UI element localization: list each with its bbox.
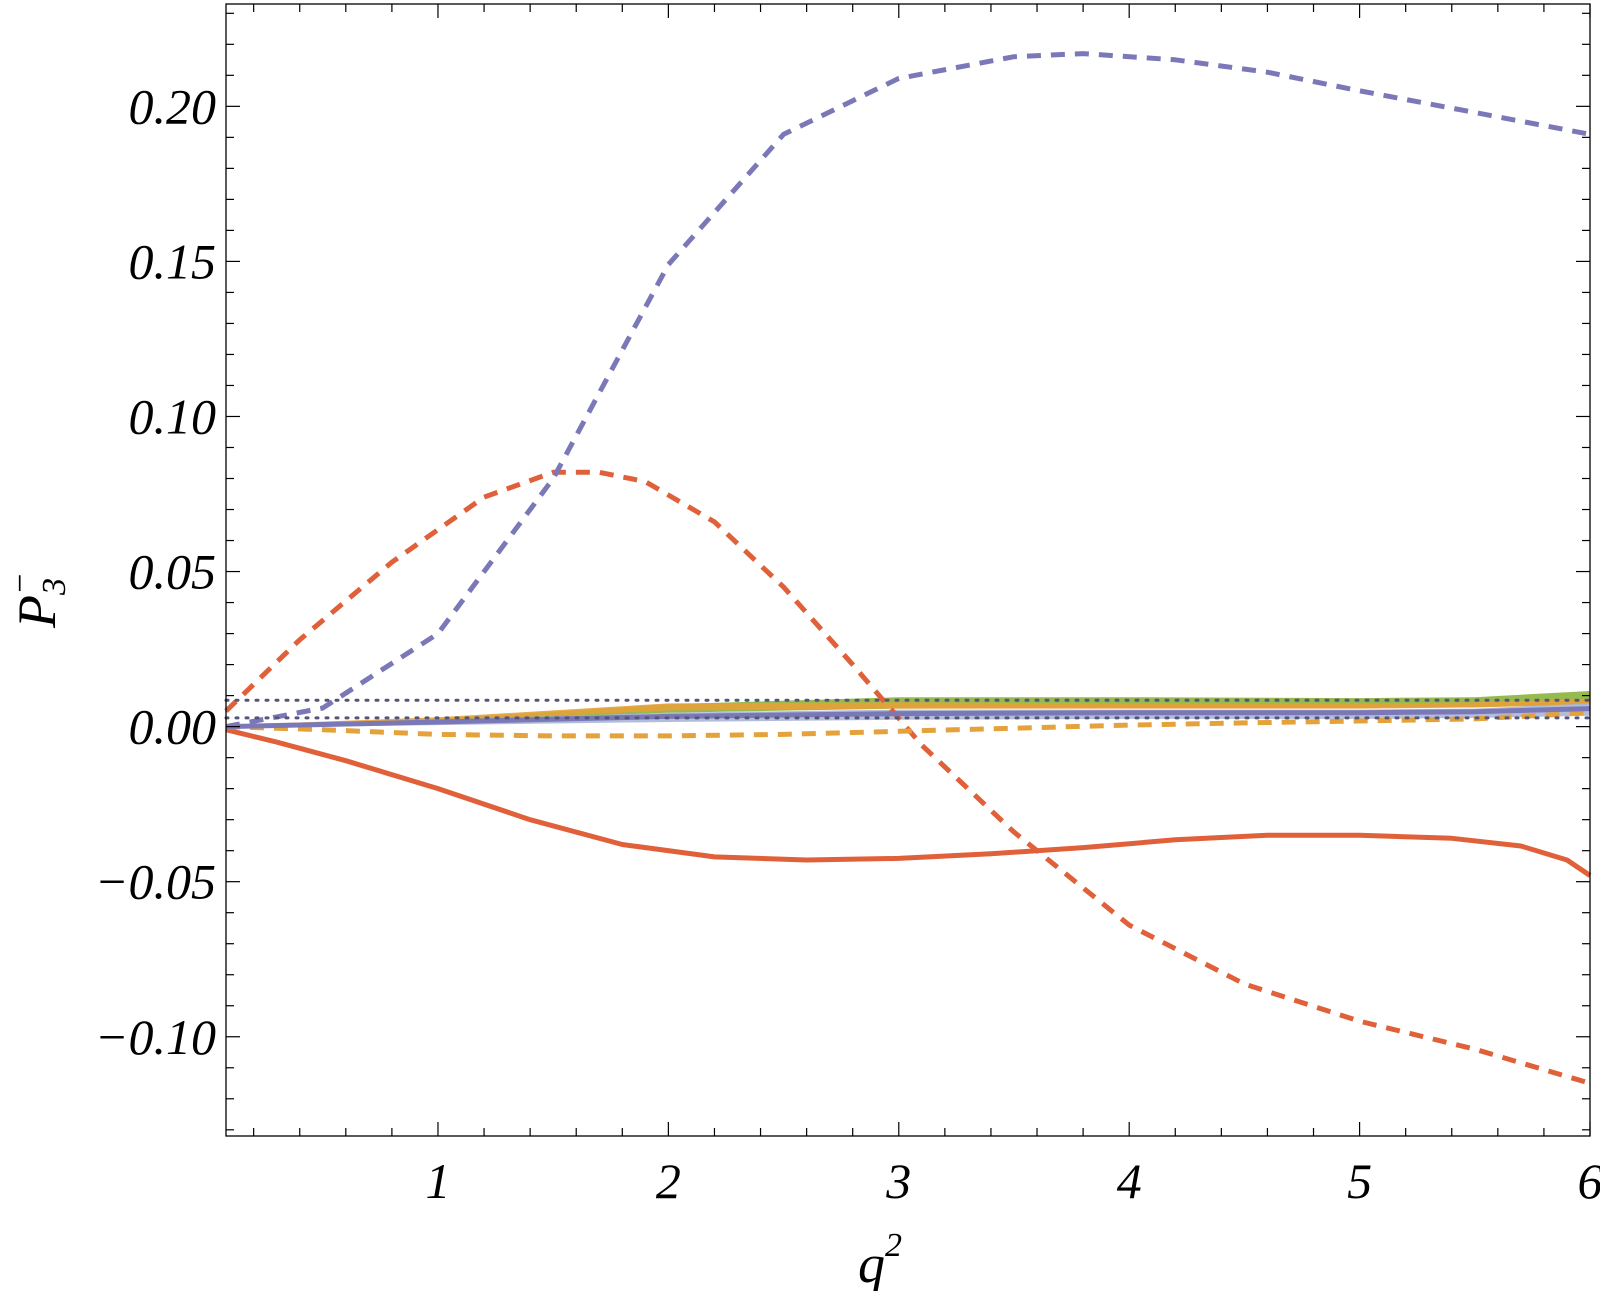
y-tick-label: −0.10 bbox=[95, 1009, 216, 1065]
x-tick-label: 5 bbox=[1347, 1153, 1372, 1209]
y-tick-label: 0.20 bbox=[129, 78, 217, 134]
y-axis-title-sup: − bbox=[2, 572, 39, 595]
series-line-1 bbox=[224, 469, 1591, 1086]
y-axis-title-sub: 3 bbox=[36, 578, 73, 596]
x-tick-labels: 1 2 3 4 5 6 bbox=[425, 1153, 1600, 1209]
series-lines bbox=[224, 51, 1592, 1086]
band-1 bbox=[226, 698, 1590, 729]
x-tick-label: 2 bbox=[656, 1153, 681, 1209]
x-axis-title-base: q bbox=[858, 1234, 885, 1291]
series-line-2 bbox=[225, 51, 1591, 730]
y-tick-label: 0.10 bbox=[129, 388, 217, 444]
y-axis-title-base: P bbox=[7, 595, 67, 629]
x-axis-title: q2 bbox=[858, 1227, 902, 1291]
x-axis-title-sup: 2 bbox=[885, 1227, 902, 1264]
y-tick-label: 0.15 bbox=[129, 233, 217, 289]
x-tick-label: 6 bbox=[1578, 1153, 1600, 1209]
x-tick-label: 1 bbox=[425, 1153, 450, 1209]
x-tick-label: 3 bbox=[885, 1153, 911, 1209]
y-axis-title: P3− bbox=[2, 572, 73, 629]
plot-frame bbox=[225, 3, 1591, 1137]
x-tick-label: 4 bbox=[1117, 1153, 1142, 1209]
series-line-4 bbox=[225, 706, 1591, 730]
y-tick-labels: −0.10 −0.05 0.00 0.05 0.10 0.15 0.20 bbox=[95, 78, 216, 1064]
axis-ticks bbox=[226, 4, 1591, 1136]
series-line-0 bbox=[225, 727, 1592, 878]
series-line-3 bbox=[225, 710, 1591, 739]
y-tick-label: 0.00 bbox=[129, 699, 217, 755]
y-tick-label: 0.05 bbox=[129, 544, 217, 600]
svg-text:P3−: P3− bbox=[2, 572, 73, 629]
y-tick-label: −0.05 bbox=[95, 854, 216, 910]
